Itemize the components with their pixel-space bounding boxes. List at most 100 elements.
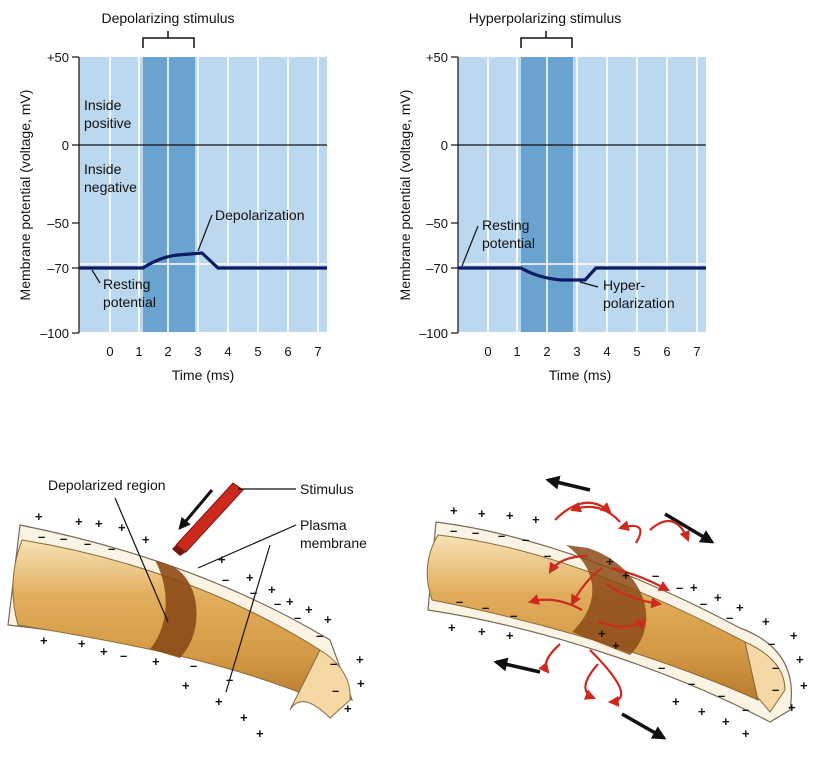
minus-sign: –	[332, 683, 339, 698]
x-axis-label: Time (ms)	[172, 367, 234, 383]
minus-sign: –	[700, 596, 707, 611]
charge-signs: + + + + + + + + + + + + + + + + + + + + …	[35, 509, 365, 741]
stimulus-bracket	[142, 31, 195, 48]
minus-sign: –	[522, 532, 529, 547]
plus-sign: +	[215, 694, 223, 709]
y-tick-marks	[72, 56, 79, 334]
resting-potential-label: Resting potential	[482, 217, 535, 251]
plus-sign: +	[478, 624, 486, 639]
plus-sign: +	[788, 700, 796, 715]
x-tick-label: 3	[194, 344, 201, 359]
depolarization-leader	[197, 214, 213, 252]
plus-sign: +	[35, 509, 43, 524]
x-tick-label: 6	[663, 344, 670, 359]
plus-sign: +	[736, 600, 744, 615]
minus-sign: –	[316, 628, 323, 643]
minus-sign: –	[108, 541, 115, 556]
plus-sign: +	[182, 678, 190, 693]
minus-sign: –	[658, 660, 665, 675]
x-tick-label: 4	[603, 344, 610, 359]
y-tick-label: –100	[40, 326, 69, 341]
plus-sign: +	[75, 514, 83, 529]
stimulus-electrode-tip	[172, 545, 186, 556]
plot-background	[79, 57, 327, 332]
depolarizing-graph: Depolarizing stimulus +50 0 –50 –70 –1	[17, 10, 327, 383]
current-arrow	[548, 554, 589, 574]
plus-sign: +	[448, 620, 456, 635]
minus-sign: –	[222, 572, 229, 587]
minus-sign: –	[120, 648, 127, 663]
x-tick-label: 7	[314, 344, 321, 359]
x-tick-label: 5	[633, 344, 640, 359]
plus-sign: +	[606, 554, 614, 569]
plus-sign: +	[356, 652, 364, 667]
plus-sign: +	[256, 726, 264, 741]
plus-sign: +	[450, 503, 458, 518]
charge-signs: + + + + + + + + + + + + + + + + + + + + …	[448, 503, 808, 741]
current-arrow	[611, 566, 670, 592]
minus-sign: –	[742, 702, 749, 717]
y-tick-label: +50	[426, 50, 448, 65]
propagation-arrow	[545, 475, 591, 492]
plus-sign: +	[357, 676, 365, 691]
stimulus-direction-arrow	[178, 489, 214, 530]
current-arrow	[589, 649, 623, 707]
minus-sign: –	[676, 580, 683, 595]
minus-sign: –	[250, 585, 257, 600]
minus-sign: –	[84, 536, 91, 551]
minus-sign: –	[726, 610, 733, 625]
x-tick-label: 3	[573, 344, 580, 359]
x-tick-label: 4	[224, 344, 231, 359]
minus-sign: –	[718, 688, 725, 703]
current-arrow	[605, 583, 663, 609]
x-tick-label: 1	[513, 344, 520, 359]
minus-sign: –	[294, 610, 301, 625]
current-arrow	[570, 567, 603, 606]
plus-sign: +	[672, 694, 680, 709]
minus-sign: –	[274, 596, 281, 611]
y-tick-label: +50	[47, 50, 69, 65]
stimulus-bracket	[520, 31, 573, 48]
plus-sign: +	[612, 638, 620, 653]
resting-potential-label: Resting potential	[103, 276, 156, 310]
plus-sign: +	[152, 654, 160, 669]
current-arrow	[538, 643, 561, 674]
minus-sign: –	[688, 676, 695, 691]
minus-sign: –	[472, 525, 479, 540]
minus-sign: –	[498, 528, 505, 543]
y-axis-label: Membrane potential (voltage, mV)	[17, 90, 33, 301]
plus-sign: +	[796, 652, 804, 667]
plus-sign: +	[722, 714, 730, 729]
minus-sign: –	[38, 529, 45, 544]
local-current-arrows	[527, 501, 690, 707]
plus-sign: +	[240, 710, 248, 725]
plus-sign: +	[78, 636, 86, 651]
y-tick-label: –50	[47, 216, 69, 231]
axon-cut-face	[289, 649, 351, 719]
plus-sign: +	[95, 516, 103, 531]
current-arrow	[617, 520, 642, 544]
minus-sign: –	[772, 660, 779, 675]
plus-sign: +	[532, 512, 540, 527]
propagation-arrow	[664, 512, 715, 544]
plus-sign: +	[742, 726, 750, 741]
stimulus-band	[143, 57, 195, 332]
plus-sign: +	[40, 633, 48, 648]
minus-sign: –	[772, 682, 779, 697]
stimulated-axon: Depolarized region Stimulus Plasma membr…	[7, 477, 367, 741]
minus-sign: –	[510, 608, 517, 623]
y-tick-marks	[451, 56, 458, 334]
plus-sign: +	[100, 644, 108, 659]
minus-sign: –	[450, 523, 457, 538]
plus-sign: +	[598, 626, 606, 641]
depolarized-region	[150, 560, 197, 658]
plus-sign: +	[506, 508, 514, 523]
resting-leader	[91, 269, 101, 284]
x-tick-label: 2	[164, 344, 171, 359]
y-tick-label: –70	[47, 261, 69, 276]
axon-cut-face	[744, 641, 786, 713]
plasma-membrane-leader	[197, 524, 297, 569]
current-arrow	[554, 501, 612, 521]
stimulus-label: Depolarizing stimulus	[101, 10, 234, 26]
